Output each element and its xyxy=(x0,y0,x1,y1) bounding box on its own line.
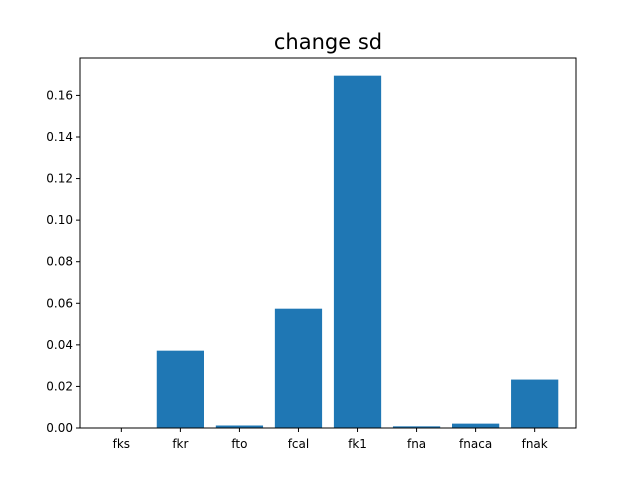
x-tick-label-fkr: fkr xyxy=(172,437,188,451)
bar-fto xyxy=(215,425,264,428)
y-tick-label: 0.10 xyxy=(46,213,73,227)
y-tick-label: 0.16 xyxy=(46,88,73,102)
bar-fnaca xyxy=(452,423,500,428)
x-tick-label-fna: fna xyxy=(407,437,426,451)
bars-group xyxy=(156,75,559,429)
x-tick-label-fcal: fcal xyxy=(288,437,310,451)
chart-title: change sd xyxy=(274,30,382,54)
bar-fnak xyxy=(511,379,559,428)
x-axis: fks fkr fto fcal fk1 fna fnaca fnak xyxy=(113,428,548,451)
bar-fna xyxy=(392,426,441,428)
y-tick-label: 0.08 xyxy=(46,255,73,269)
x-tick-label-fnak: fnak xyxy=(522,437,548,451)
y-tick-label: 0.06 xyxy=(46,296,73,310)
y-axis: 0.00 0.02 0.04 0.06 0.08 0.10 0.12 0.14 0.16 xyxy=(46,88,80,435)
x-tick-label-fto: fto xyxy=(231,437,247,451)
x-tick-label-fk1: fk1 xyxy=(348,437,367,451)
x-tick-label-fks: fks xyxy=(113,437,130,451)
bar-fk1 xyxy=(333,75,382,429)
y-tick-label: 0.02 xyxy=(46,379,73,393)
plot-frame xyxy=(79,57,577,429)
y-tick-label: 0.12 xyxy=(46,172,73,186)
y-tick-label: 0.14 xyxy=(46,130,73,144)
bar-fkr xyxy=(156,350,204,428)
y-tick-label: 0.00 xyxy=(46,421,73,435)
x-tick-label-fnaca: fnaca xyxy=(459,437,492,451)
bar-fcal xyxy=(274,308,323,428)
y-tick-label: 0.04 xyxy=(46,338,73,352)
